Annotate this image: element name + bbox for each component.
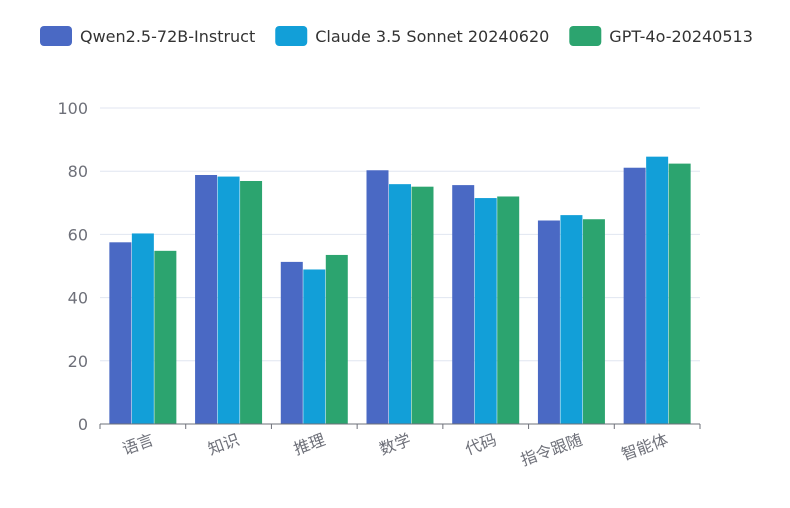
y-tick-label: 40	[68, 289, 88, 308]
bar-1-6	[537, 220, 560, 424]
y-tick-label: 60	[68, 225, 88, 244]
bar-2-2	[217, 176, 240, 424]
legend-label-2: Claude 3.5 Sonnet 20240620	[315, 27, 549, 46]
legend-swatch-2	[275, 26, 308, 46]
bar-1-5	[452, 185, 475, 424]
legend-label-3: GPT-4o-20240513	[609, 27, 753, 46]
bar-2-1	[131, 233, 154, 424]
bar-2-3	[303, 269, 326, 424]
x-tick-label: 数学	[377, 430, 414, 459]
bar-3-7	[668, 163, 691, 424]
bar-2-5	[474, 198, 497, 424]
legend-swatch-1	[40, 26, 72, 46]
y-tick-label: 80	[68, 162, 88, 181]
bar-1-2	[195, 174, 218, 424]
x-tick-label: 代码	[462, 430, 499, 459]
bar-3-6	[582, 219, 605, 424]
bar-2-7	[646, 156, 669, 424]
y-tick-label: 20	[68, 352, 88, 371]
bar-3-3	[325, 254, 348, 424]
bar-3-1	[154, 250, 177, 424]
bar-3-4	[411, 186, 434, 424]
bar-1-7	[623, 167, 646, 424]
bar-1-4	[366, 170, 389, 424]
x-tick-label: 指令跟随	[518, 430, 585, 470]
x-tick-label: 推理	[291, 430, 328, 459]
bar-1-3	[280, 261, 303, 424]
bar-2-4	[389, 184, 411, 424]
legend-swatch-3	[569, 26, 602, 46]
bar-3-2	[240, 180, 263, 424]
x-tick-label: 语言	[120, 430, 157, 459]
legend-label-1: Qwen2.5-72B-Instruct	[80, 27, 255, 46]
bar-1-1	[109, 242, 132, 424]
bar-2-6	[560, 215, 583, 424]
bar-3-5	[497, 196, 520, 424]
y-tick-label: 0	[78, 415, 88, 434]
y-tick-label: 100	[57, 99, 88, 118]
x-tick-label: 智能体	[619, 430, 671, 464]
x-tick-label: 知识	[205, 430, 242, 459]
